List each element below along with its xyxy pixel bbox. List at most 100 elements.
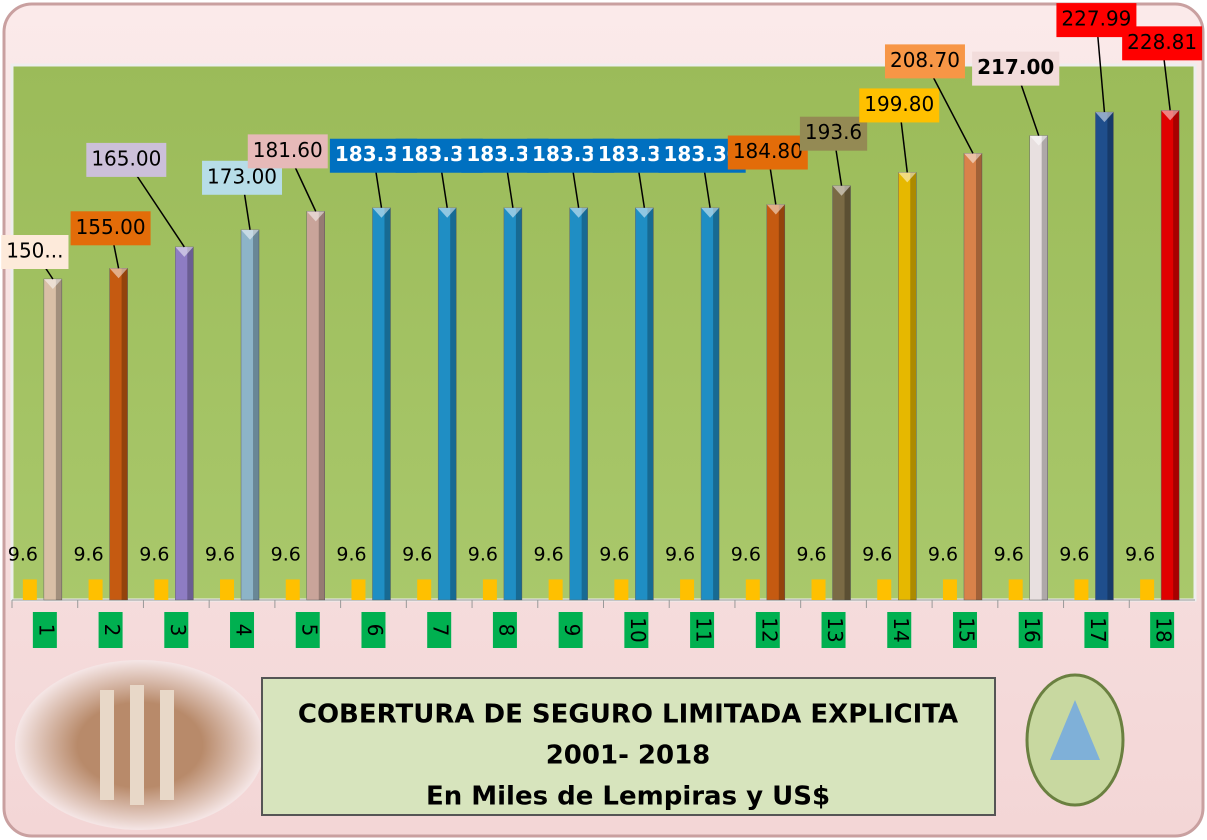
label-box	[727, 135, 808, 170]
bar	[1008, 579, 1023, 600]
label-box	[799, 116, 868, 151]
bar	[614, 579, 629, 600]
data-label: 9.6	[271, 544, 301, 566]
bar-shade	[910, 172, 917, 601]
data-label: 9.6	[139, 544, 169, 566]
bar-cap	[832, 185, 851, 196]
data-label: 217.00	[977, 55, 1054, 79]
bar-shade	[975, 153, 982, 600]
title-line: En Miles de Lempiras y US$	[426, 782, 830, 812]
label-box	[884, 44, 965, 79]
x-tick-label: 11	[692, 617, 716, 642]
data-label: 9.6	[665, 544, 695, 566]
bar-cap	[898, 172, 917, 183]
data-label: 9.6	[402, 544, 432, 566]
data-label: 208.70	[890, 48, 960, 72]
category-box	[1018, 612, 1043, 648]
bar-cap	[1161, 110, 1180, 121]
bar	[1074, 579, 1089, 600]
category-box	[361, 612, 386, 648]
category-box	[164, 612, 189, 648]
bar-shade	[384, 207, 391, 600]
bar	[285, 579, 300, 600]
x-tick-label: 17	[1086, 617, 1110, 642]
bar-shade	[581, 207, 588, 600]
bar	[154, 579, 169, 600]
x-tick-label: 5	[297, 624, 321, 637]
bar-shade	[647, 207, 654, 600]
bar-cap	[438, 207, 457, 218]
category-box	[1150, 612, 1175, 648]
bar-shade	[713, 207, 720, 600]
x-tick-label: 12	[757, 617, 781, 642]
x-tick-label: 2	[100, 624, 124, 637]
building-columns	[100, 685, 174, 805]
bar-shade	[515, 207, 522, 600]
bar	[811, 579, 826, 600]
bar-shade	[187, 246, 194, 600]
bar-cap	[372, 207, 391, 218]
bar-cap	[1029, 135, 1048, 146]
bar	[680, 579, 695, 600]
category-box	[492, 612, 517, 648]
bar-cap	[569, 207, 588, 218]
bar	[745, 579, 760, 600]
bar	[351, 579, 366, 600]
data-label: 9.6	[73, 544, 103, 566]
category-box	[98, 612, 123, 648]
data-label: 193.6	[805, 120, 862, 144]
bar	[22, 579, 37, 600]
x-tick-label: 15	[954, 617, 978, 642]
data-label: 150...	[6, 239, 63, 263]
bar-cap	[43, 279, 62, 289]
bar-shade	[121, 268, 128, 600]
label-box	[86, 142, 167, 177]
data-label: 228.81	[1127, 30, 1197, 54]
data-label: 181.60	[253, 138, 323, 162]
x-tick-label: 8	[494, 624, 518, 637]
category-box	[755, 612, 780, 648]
bar-cap	[1095, 112, 1114, 123]
x-tick-label: 13	[823, 617, 847, 642]
data-label: 9.6	[796, 544, 826, 566]
data-label: 9.6	[994, 544, 1024, 566]
bar-cap	[701, 207, 720, 218]
data-label: 9.6	[1059, 544, 1089, 566]
data-label: 227.99	[1061, 7, 1131, 31]
x-tick-label: 4	[232, 624, 256, 637]
title-line: COBERTURA DE SEGURO LIMITADA EXPLICITA	[298, 700, 958, 730]
data-label: 9.6	[534, 544, 564, 566]
bar	[942, 579, 957, 600]
bar-shade	[1173, 110, 1180, 600]
bar	[1140, 579, 1155, 600]
bar-shade	[55, 279, 62, 600]
data-label: 184.80	[733, 139, 803, 163]
data-label: 9.6	[205, 544, 235, 566]
label-box	[247, 134, 328, 169]
category-box	[32, 612, 57, 648]
bar-shade	[844, 185, 851, 601]
bar-shade	[1107, 112, 1114, 600]
data-label: 9.6	[1125, 544, 1155, 566]
data-label: 165.00	[91, 146, 161, 170]
bar-cap	[241, 229, 260, 240]
bar	[877, 579, 892, 600]
title-box	[261, 677, 996, 816]
bar-shade	[450, 207, 457, 600]
category-box	[427, 612, 452, 648]
data-label: 9.6	[468, 544, 498, 566]
x-tick-label: 16	[1020, 617, 1044, 642]
title-line: 2001- 2018	[546, 741, 711, 771]
data-label: 183.30	[663, 142, 740, 166]
x-tick-label: 3	[166, 624, 190, 637]
data-label: 155.00	[76, 215, 146, 239]
category-box	[295, 612, 320, 648]
bar-shade	[253, 229, 260, 600]
bar-shade	[778, 204, 785, 600]
data-label: 199.80	[864, 92, 934, 116]
x-tick-label: 18	[1152, 617, 1176, 642]
data-label: 9.6	[928, 544, 958, 566]
emblem-triangle	[1050, 700, 1100, 760]
x-tick-label: 10	[626, 617, 650, 642]
